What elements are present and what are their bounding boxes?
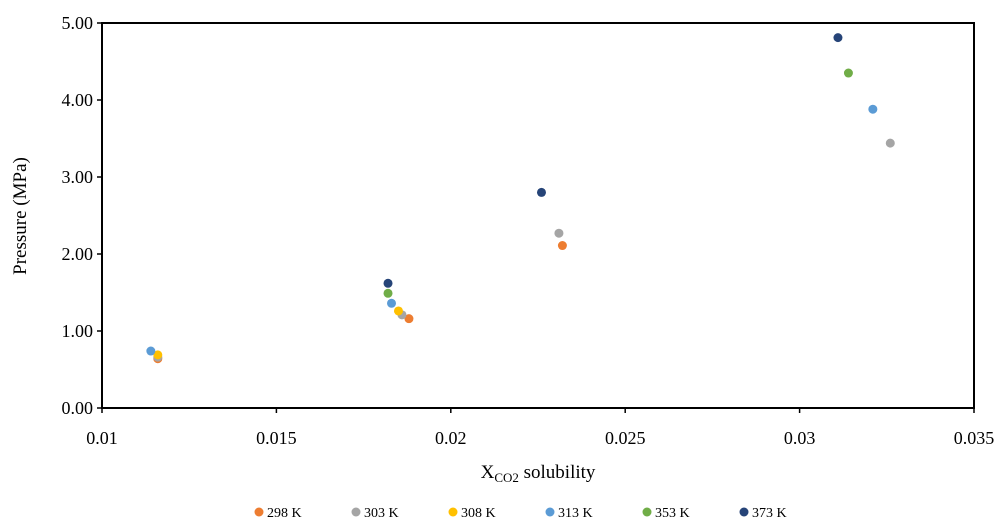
legend-label-303k: 303 K bbox=[364, 506, 399, 521]
x-tick-label: 0.03 bbox=[784, 428, 816, 448]
legend-marker-308k bbox=[448, 507, 458, 517]
legend-marker-298k bbox=[254, 507, 264, 517]
data-point-373k bbox=[383, 278, 393, 288]
data-point-313k bbox=[868, 104, 878, 114]
y-axis-title: Pressure (MPa) bbox=[10, 157, 31, 275]
legend-label-298k: 298 K bbox=[267, 506, 302, 521]
x-axis-title: XCO2 solubility bbox=[481, 462, 596, 485]
legend-marker-303k bbox=[351, 507, 361, 517]
data-point-308k bbox=[153, 350, 163, 360]
data-point-313k bbox=[146, 346, 156, 356]
legend-marker-353k bbox=[642, 507, 652, 517]
data-point-298k bbox=[404, 314, 414, 324]
legend-label-313k: 313 K bbox=[558, 506, 593, 521]
legend-label-373k: 373 K bbox=[752, 506, 787, 521]
y-tick-label: 5.00 bbox=[62, 13, 94, 33]
data-point-303k bbox=[885, 138, 895, 148]
legend-marker-313k bbox=[545, 507, 555, 517]
data-points bbox=[146, 33, 895, 364]
y-tick-label: 4.00 bbox=[62, 90, 94, 110]
x-axis-ticks: 0.01 0.015 0.02 0.025 0.03 0.035 bbox=[86, 408, 994, 448]
data-point-308k bbox=[393, 306, 403, 316]
data-point-298k bbox=[557, 241, 567, 251]
x-tick-label: 0.035 bbox=[954, 428, 995, 448]
legend-label-308k: 308 K bbox=[461, 506, 496, 521]
data-point-313k bbox=[387, 298, 397, 308]
data-point-373k bbox=[833, 33, 843, 43]
x-tick-label: 0.02 bbox=[435, 428, 467, 448]
legend: 298 K 303 K 308 K 313 K 353 K 373 K bbox=[254, 506, 787, 521]
plot-area bbox=[101, 22, 975, 409]
y-tick-label: 2.00 bbox=[62, 244, 94, 264]
y-tick-label: 1.00 bbox=[62, 321, 94, 341]
y-tick-label: 3.00 bbox=[62, 167, 94, 187]
x-tick-label: 0.01 bbox=[86, 428, 118, 448]
x-tick-label: 0.015 bbox=[256, 428, 297, 448]
data-point-373k bbox=[536, 187, 546, 197]
data-point-353k bbox=[843, 68, 853, 78]
y-tick-label: 0.00 bbox=[62, 398, 94, 418]
legend-label-353k: 353 K bbox=[655, 506, 690, 521]
y-axis-ticks: 0.00 1.00 2.00 3.00 4.00 5.00 bbox=[62, 13, 102, 418]
data-point-353k bbox=[383, 288, 393, 298]
x-tick-label: 0.025 bbox=[605, 428, 646, 448]
data-point-303k bbox=[554, 228, 564, 238]
legend-marker-373k bbox=[739, 507, 749, 517]
